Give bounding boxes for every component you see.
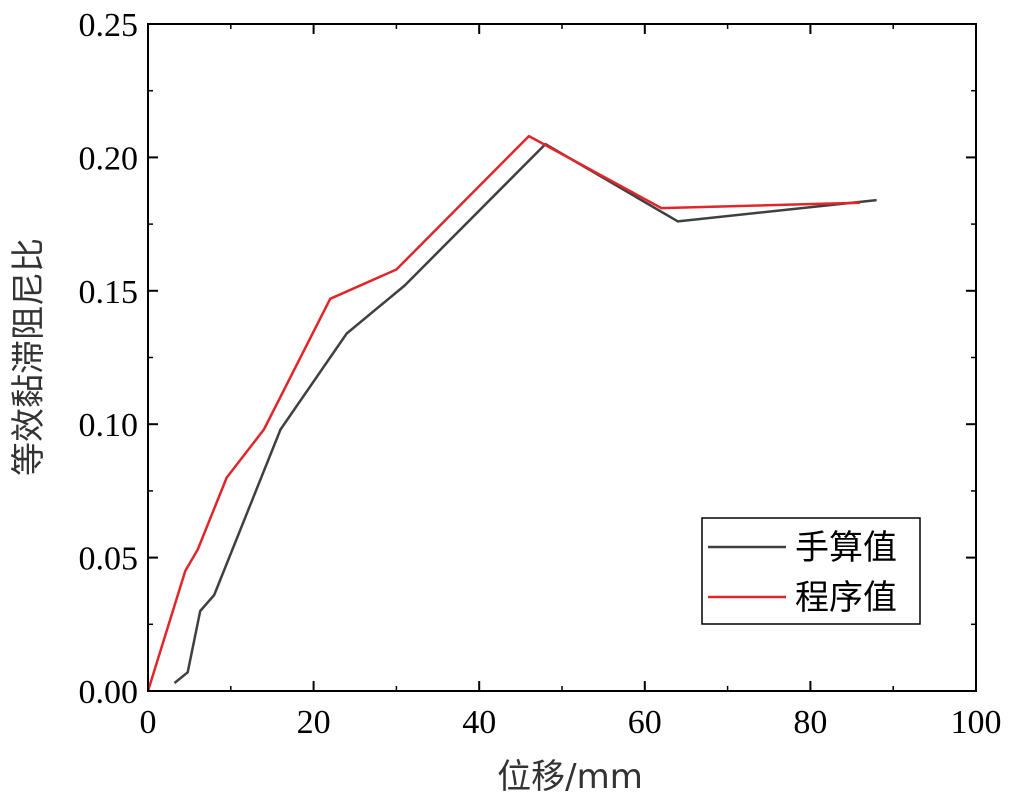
series-line-hand-calc [173, 142, 877, 684]
y-tick-label: 0.15 [79, 274, 139, 311]
y-tick-label: 0.20 [79, 140, 139, 177]
plot-frame [147, 23, 977, 692]
series-line-program [146, 134, 861, 692]
legend-label-hand-calc: 手算值 [795, 528, 897, 568]
x-tick-label: 60 [628, 704, 662, 741]
y-tick-label: 0.00 [79, 674, 139, 711]
y-tick-label: 0.05 [79, 541, 139, 578]
y-axis-title: 等效黏滞阻尼比 [9, 238, 49, 476]
x-tick-label: 80 [793, 704, 827, 741]
tick-labels-layer: 0 20 40 60 80 100 0.00 0.05 0.10 0.15 0.20 0.25 [79, 7, 1002, 741]
y-tick-label: 0.10 [79, 407, 139, 444]
legend: 手算值 程序值 [701, 517, 921, 625]
x-tick-label: 0 [140, 704, 157, 741]
x-tick-label: 100 [951, 704, 1002, 741]
x-axis-title: 位移/mm [497, 757, 643, 797]
y-tick-label: 0.25 [79, 7, 139, 44]
x-tick-label: 40 [462, 704, 496, 741]
x-tick-label: 20 [297, 704, 331, 741]
legend-label-program: 程序值 [795, 578, 897, 618]
series-layer [146, 134, 877, 692]
legend-box [701, 517, 921, 625]
